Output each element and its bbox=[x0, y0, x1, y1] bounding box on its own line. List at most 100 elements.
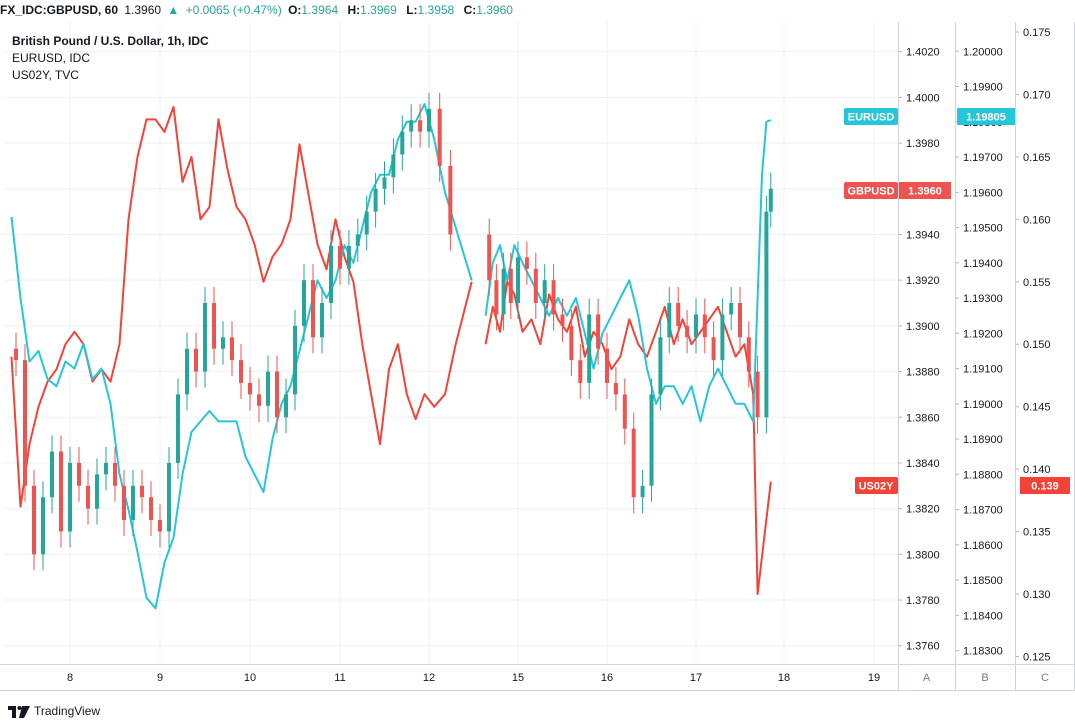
symbol-name[interactable]: FX_IDC:GBPUSD, 60 bbox=[0, 3, 119, 17]
candle-body bbox=[59, 451, 63, 532]
candle-body bbox=[437, 108, 442, 166]
candle-body bbox=[409, 120, 414, 132]
change-up-arrow-icon: ▲ bbox=[167, 3, 180, 17]
price-label-a: 1.3860 bbox=[906, 412, 940, 424]
candle-body bbox=[50, 451, 54, 498]
candle-body bbox=[140, 485, 144, 498]
price-scale-c[interactable]: 0.175 0.170 0.165 0.160 0.155 0.150 0.145 0.140… bbox=[1015, 27, 1051, 664]
candle-body bbox=[346, 245, 351, 269]
candle-body bbox=[738, 303, 742, 338]
ohlc-low-value: 1.3958 bbox=[417, 3, 455, 17]
ohlc-open: O:1.3964 bbox=[288, 3, 341, 17]
candle-body bbox=[622, 394, 627, 429]
price-scale-b[interactable]: 1.200001.199001.198001.197001.196001.195… bbox=[955, 46, 1003, 658]
candle-body bbox=[284, 394, 288, 418]
time-label: 15 bbox=[512, 672, 524, 684]
gbpusd-value-tag: 1.3960 bbox=[899, 182, 951, 199]
price-change: +0.0065 (+0.47%) bbox=[185, 3, 282, 17]
candle-body bbox=[338, 245, 342, 269]
candle-body bbox=[248, 382, 252, 395]
ohlc-high: H:1.3969 bbox=[347, 3, 399, 17]
candle-body bbox=[239, 360, 243, 383]
candle-body bbox=[400, 131, 405, 155]
price-label-a: 1.3940 bbox=[906, 229, 940, 241]
price-label-a: 1.3880 bbox=[906, 367, 940, 379]
symbol-header: FX_IDC:GBPUSD, 60 1.3960 ▲ +0.0065 (+0.4… bbox=[0, 0, 1075, 20]
candle-body bbox=[676, 303, 681, 326]
price-label-a: 1.3840 bbox=[906, 458, 940, 470]
candle-body bbox=[569, 325, 574, 361]
tradingview-logo-icon[interactable] bbox=[8, 704, 30, 718]
scale-letters: A B C bbox=[923, 672, 1049, 684]
us02y-line bbox=[484, 280, 772, 596]
price-scale-a[interactable]: 1.4020 1.4000 1.3980 1.3960 1.3940 1.3920 1.39… bbox=[898, 47, 940, 653]
candle-body bbox=[640, 485, 645, 498]
candle-body bbox=[494, 280, 499, 315]
us02y-value-tag: 0.139 bbox=[1020, 477, 1070, 494]
legend-main-series[interactable]: British Pound / U.S. Dollar, 1h, IDC bbox=[12, 34, 209, 48]
candle-body bbox=[631, 428, 636, 498]
candle-body bbox=[104, 462, 108, 475]
price-label-c: 0.150 bbox=[1023, 339, 1051, 351]
ohlc-low-label: L: bbox=[406, 3, 418, 17]
price-label-a: 1.3800 bbox=[906, 549, 940, 561]
candle-body bbox=[320, 303, 324, 338]
eurusd-value-text: 1.19805 bbox=[966, 112, 1006, 124]
tradingview-brand[interactable]: TradingView bbox=[34, 704, 101, 718]
price-label-a: 1.3920 bbox=[906, 275, 940, 287]
price-label-a: 1.3980 bbox=[906, 138, 940, 150]
time-label: 18 bbox=[778, 672, 790, 684]
price-label-c: 0.155 bbox=[1023, 277, 1051, 289]
price-label-a: 1.3900 bbox=[906, 321, 940, 333]
candle-body bbox=[203, 303, 207, 372]
price-label-c: 0.135 bbox=[1023, 527, 1051, 539]
time-label: 8 bbox=[67, 672, 73, 684]
price-label-c: 0.130 bbox=[1023, 589, 1051, 601]
candle-body bbox=[302, 280, 306, 326]
candle-body bbox=[23, 360, 27, 486]
candle-body bbox=[382, 177, 387, 189]
time-label: 11 bbox=[334, 672, 345, 684]
eurusd-tag: EURUSD bbox=[844, 108, 898, 125]
candle-body bbox=[768, 188, 773, 212]
time-label: 9 bbox=[157, 672, 163, 684]
price-label-c: 0.175 bbox=[1023, 27, 1051, 39]
price-label-a: 1.3760 bbox=[906, 641, 940, 653]
price-label-b: 1.18900 bbox=[963, 434, 1003, 446]
candle-body bbox=[542, 280, 547, 304]
candle-body bbox=[427, 108, 431, 132]
candle-body bbox=[746, 337, 751, 372]
candle-body bbox=[551, 280, 556, 315]
price-label-c: 0.165 bbox=[1023, 152, 1051, 164]
eurusd-tag-label: EURUSD bbox=[848, 112, 895, 124]
legend-series-eurusd[interactable]: EURUSD, IDC bbox=[12, 51, 91, 65]
candle-body bbox=[560, 314, 565, 326]
candle-body bbox=[501, 268, 506, 315]
time-scale[interactable]: 8 9 10 11 12 15 16 17 18 19 bbox=[67, 672, 880, 684]
legend-series-us02y[interactable]: US02Y, TVC bbox=[12, 68, 79, 82]
candle-body bbox=[230, 337, 234, 361]
price-label-b: 1.19400 bbox=[963, 258, 1003, 270]
eurusd-series bbox=[10, 103, 772, 610]
candle-body bbox=[364, 211, 369, 235]
candle-body bbox=[596, 314, 601, 349]
price-label-b: 1.19300 bbox=[963, 293, 1003, 305]
candle-body bbox=[122, 485, 126, 521]
time-label: 12 bbox=[423, 672, 435, 684]
price-label-b: 1.18300 bbox=[963, 646, 1003, 658]
candle-body bbox=[448, 165, 453, 235]
candle-body bbox=[649, 394, 654, 486]
candle-body bbox=[613, 382, 618, 395]
candle-body bbox=[266, 371, 270, 406]
ohlc-close-value: 1.3960 bbox=[476, 3, 513, 17]
ohlc-open-label: O: bbox=[288, 3, 302, 17]
time-label: 19 bbox=[868, 672, 880, 684]
candle-body bbox=[257, 394, 261, 406]
candle-body bbox=[185, 348, 189, 395]
eurusd-line bbox=[10, 103, 473, 610]
candle-body bbox=[194, 348, 198, 372]
price-label-a: 1.3780 bbox=[906, 595, 940, 607]
price-label-b: 1.18400 bbox=[963, 610, 1003, 622]
gbpusd-value-text: 1.3960 bbox=[908, 186, 942, 198]
